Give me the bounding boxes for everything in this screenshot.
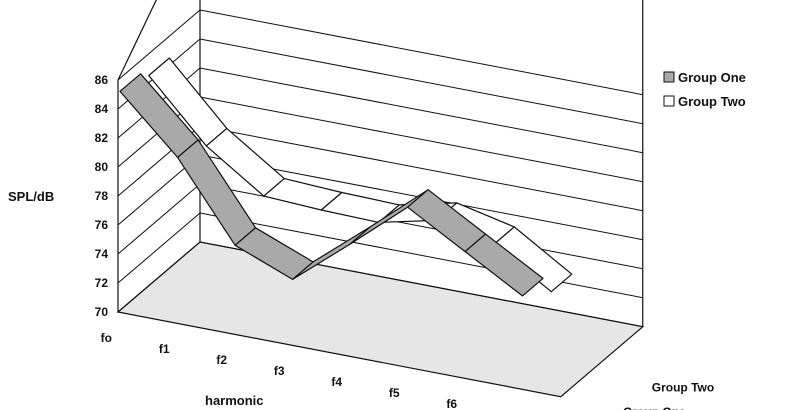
left-wall-gridline <box>117 212 201 284</box>
legend-swatch <box>663 71 675 83</box>
x-axis-title: harmonic <box>205 393 264 408</box>
x-tick-label: f1 <box>159 342 170 356</box>
y-tick-label: 78 <box>95 189 109 203</box>
back-wall-gridline <box>199 9 643 96</box>
x-tick-label: f6 <box>446 397 457 410</box>
series-group-two <box>148 57 573 293</box>
back-wall-gridline <box>199 38 643 125</box>
y-tick-label: 86 <box>95 73 109 87</box>
depth-tick-label: Group One <box>623 405 686 410</box>
y-tick-label: 70 <box>95 305 109 319</box>
back-wall-gridline <box>199 96 643 183</box>
series-group-one <box>119 73 544 297</box>
legend: Group One Group Two <box>663 70 746 109</box>
back-wall-gridline <box>199 67 643 154</box>
x-tick-label: fo <box>101 331 112 345</box>
x-tick-label: f4 <box>331 375 342 389</box>
left-wall-gridline <box>117 9 201 81</box>
y-tick-label: 72 <box>95 276 109 290</box>
floor <box>116 241 645 398</box>
x-tick-label: f2 <box>216 353 227 367</box>
depth-tick-label: Group Two <box>652 381 714 395</box>
left-wall-gridline <box>117 241 201 313</box>
chart-ribbons <box>119 57 573 297</box>
left-wall-gridline <box>117 183 201 255</box>
back-wall-gridline <box>199 125 643 212</box>
y-tick-label: 76 <box>95 218 109 232</box>
y-tick-label: 84 <box>95 102 109 116</box>
x-tick-label: f5 <box>389 386 400 400</box>
back-wall-gridline <box>199 212 643 299</box>
y-tick-label: 82 <box>95 131 109 145</box>
legend-swatch <box>663 95 675 107</box>
legend-label: Group Two <box>678 94 746 109</box>
y-tick-label: 74 <box>95 247 109 261</box>
axis-ticks: 70 72 74 76 78 80 82 84 86 fo f1 f2 f3 f4 f5 f6 f7 Group … <box>95 73 715 410</box>
x-tick-label: f7 <box>504 408 515 410</box>
wall-frame-edge <box>117 0 157 81</box>
y-tick-label: 80 <box>95 160 109 174</box>
x-tick-label: f3 <box>274 364 285 378</box>
legend-label: Group One <box>678 70 746 85</box>
ribbon-segment <box>464 233 544 297</box>
y-axis-title: SPL/dB <box>8 189 54 204</box>
chart-walls <box>116 0 645 398</box>
